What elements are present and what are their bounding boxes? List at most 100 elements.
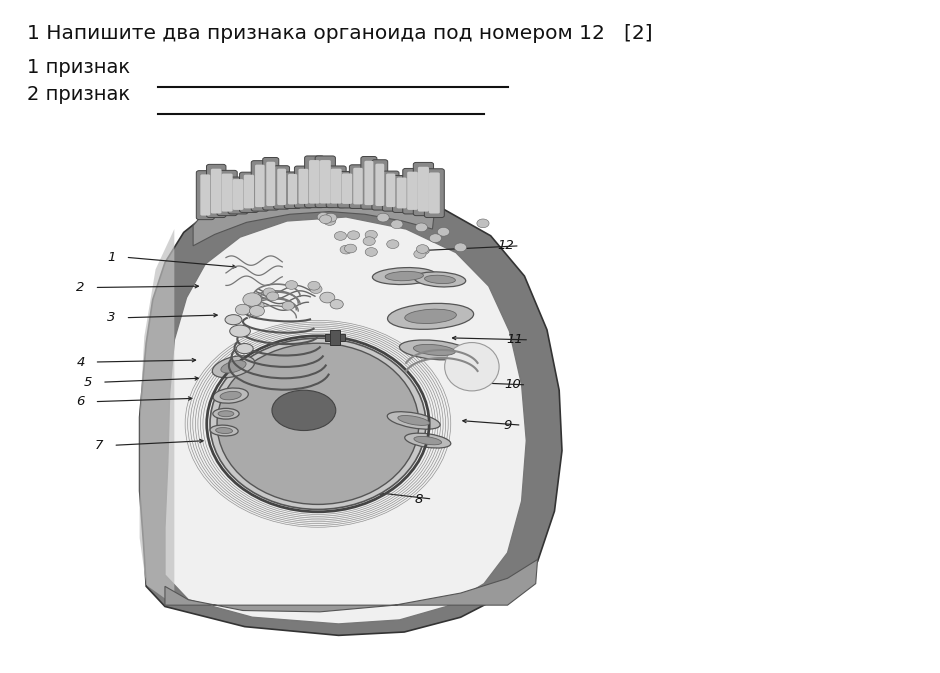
Ellipse shape [221,361,246,373]
Circle shape [323,217,336,225]
FancyBboxPatch shape [251,161,269,211]
Ellipse shape [398,415,430,425]
Circle shape [249,306,264,316]
Circle shape [340,245,352,254]
Text: 1 Напишите два признака органоида под номером 12   [2]: 1 Напишите два признака органоида под но… [27,24,652,43]
FancyBboxPatch shape [228,177,248,214]
Ellipse shape [220,392,242,400]
Circle shape [320,215,332,223]
Polygon shape [164,559,538,612]
Ellipse shape [387,304,474,329]
FancyBboxPatch shape [326,166,346,208]
Ellipse shape [405,309,457,324]
Circle shape [282,302,294,310]
Ellipse shape [400,340,469,360]
Ellipse shape [212,356,255,378]
FancyBboxPatch shape [266,162,275,206]
Polygon shape [164,217,526,624]
Circle shape [249,297,261,306]
Circle shape [330,299,343,309]
Ellipse shape [210,425,238,436]
FancyBboxPatch shape [414,162,433,215]
Text: 2 признак: 2 признак [27,85,130,104]
FancyBboxPatch shape [383,171,399,211]
Polygon shape [140,229,174,605]
FancyBboxPatch shape [240,172,259,213]
Circle shape [391,220,403,229]
FancyBboxPatch shape [315,156,336,207]
Text: 11: 11 [507,333,524,347]
FancyBboxPatch shape [397,178,407,209]
Text: 4: 4 [76,355,85,369]
Circle shape [243,293,261,306]
FancyBboxPatch shape [196,171,214,219]
Text: 1 признак: 1 признак [27,58,130,77]
Circle shape [414,250,426,258]
FancyBboxPatch shape [200,174,211,215]
FancyBboxPatch shape [418,167,429,211]
Circle shape [286,281,298,289]
Ellipse shape [213,388,248,403]
FancyBboxPatch shape [386,174,396,207]
FancyBboxPatch shape [320,160,331,203]
Circle shape [263,288,275,297]
Circle shape [415,223,428,232]
Ellipse shape [425,275,455,283]
Circle shape [344,244,356,253]
Bar [324,334,345,341]
FancyBboxPatch shape [372,160,387,210]
Text: 5: 5 [84,376,92,389]
Circle shape [377,213,389,222]
Circle shape [267,292,279,301]
Text: 8: 8 [415,493,423,505]
FancyBboxPatch shape [243,175,254,209]
FancyBboxPatch shape [429,172,440,213]
FancyBboxPatch shape [284,172,301,209]
FancyBboxPatch shape [353,168,363,205]
Circle shape [477,219,489,227]
Circle shape [317,213,329,221]
Ellipse shape [405,433,451,448]
FancyBboxPatch shape [407,172,418,210]
Circle shape [365,230,377,239]
FancyBboxPatch shape [288,174,297,205]
Ellipse shape [385,271,423,281]
Circle shape [437,227,449,236]
Polygon shape [140,183,562,635]
Circle shape [320,292,335,303]
FancyBboxPatch shape [232,179,243,210]
Circle shape [235,304,250,315]
Ellipse shape [236,343,253,353]
Circle shape [308,281,321,290]
Ellipse shape [229,325,250,337]
Circle shape [417,246,430,254]
FancyBboxPatch shape [305,156,324,208]
Ellipse shape [225,315,242,325]
FancyBboxPatch shape [331,169,341,204]
Ellipse shape [272,390,336,431]
FancyBboxPatch shape [337,172,356,208]
Circle shape [335,232,347,240]
FancyBboxPatch shape [342,174,352,204]
Ellipse shape [415,272,465,287]
Ellipse shape [215,427,232,433]
Text: 7: 7 [95,439,103,452]
Ellipse shape [445,343,499,391]
Circle shape [348,231,360,240]
FancyBboxPatch shape [255,165,265,207]
Ellipse shape [218,411,234,417]
Circle shape [386,240,399,248]
FancyBboxPatch shape [294,166,312,208]
FancyBboxPatch shape [211,169,222,213]
Ellipse shape [414,345,455,355]
Circle shape [363,237,375,246]
Polygon shape [193,184,434,246]
Ellipse shape [210,338,426,509]
FancyBboxPatch shape [350,165,367,209]
Ellipse shape [217,343,419,504]
Circle shape [416,245,429,254]
Circle shape [310,285,322,293]
FancyBboxPatch shape [375,164,384,206]
Text: 1: 1 [107,251,116,264]
Ellipse shape [372,268,436,285]
